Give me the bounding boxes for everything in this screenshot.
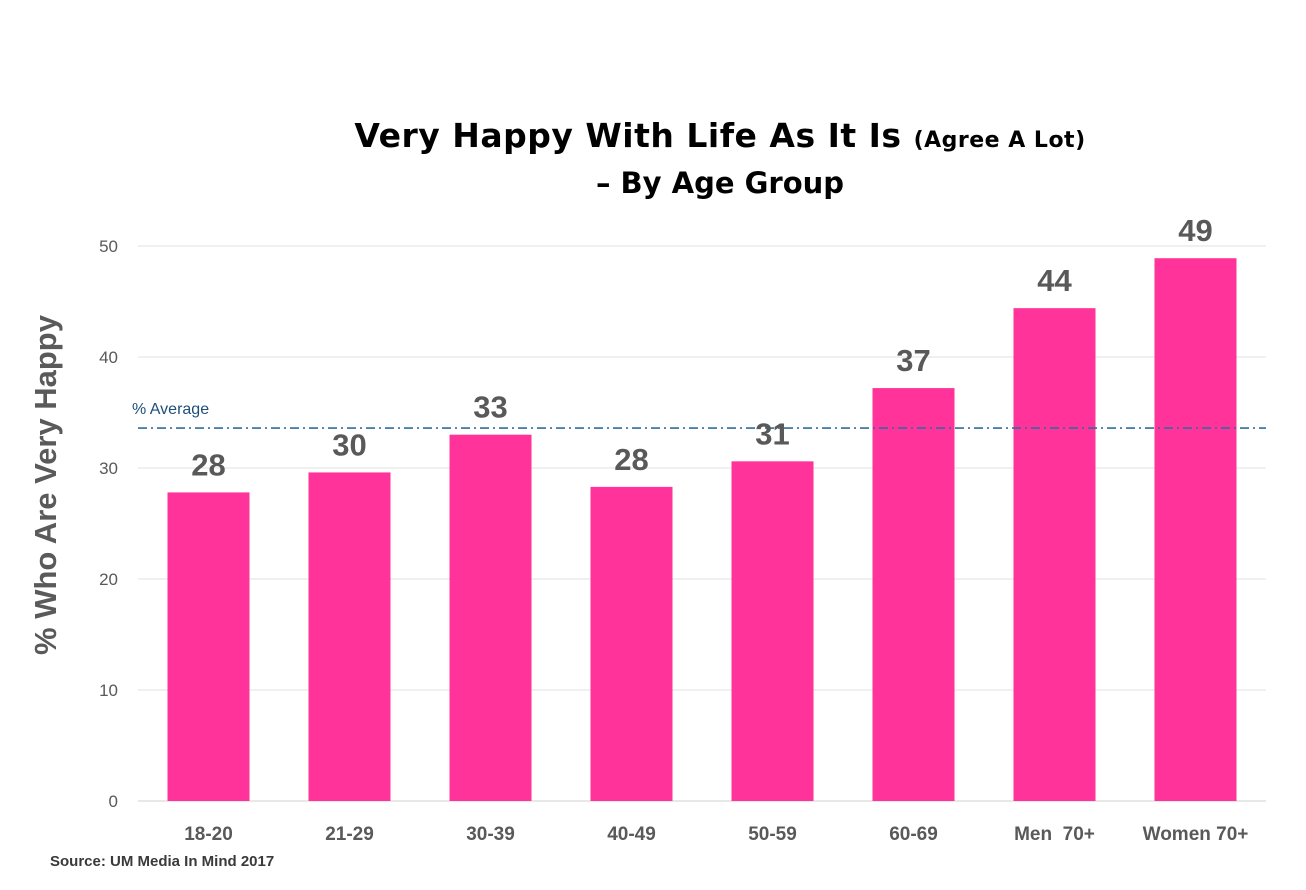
- y-axis-ticks: 0 10 20 30 40 50: [99, 237, 118, 811]
- y-tick-label: 50: [99, 237, 118, 256]
- bar: [167, 492, 250, 801]
- average-line-label: % Average: [132, 401, 209, 418]
- x-tick-label: 40-49: [607, 824, 656, 845]
- bar: [449, 434, 532, 801]
- chart-title: Very Happy With Life As It Is (Agree A L…: [0, 116, 1306, 155]
- y-tick-label: 40: [99, 348, 118, 367]
- source-note: Source: UM Media In Mind 2017: [50, 853, 275, 870]
- x-tick-label: 60-69: [889, 824, 938, 845]
- bars: [167, 258, 1237, 802]
- chart-title-qualifier: (Agree A Lot): [913, 128, 1086, 153]
- bar: [731, 461, 814, 801]
- x-tick-label: 18-20: [184, 824, 233, 845]
- data-label: 28: [191, 447, 225, 482]
- data-label: 31: [755, 416, 789, 451]
- gridlines: [138, 245, 1266, 802]
- y-tick-label: 30: [99, 459, 118, 478]
- data-label: 49: [1178, 213, 1212, 248]
- y-tick-label: 0: [109, 792, 118, 811]
- chart-title-main: Very Happy With Life As It Is: [354, 116, 902, 155]
- bar: [1154, 258, 1237, 802]
- bar: [872, 388, 955, 801]
- y-axis-label: % Who Are Very Happy: [28, 314, 63, 655]
- x-tick-label: Women 70+: [1143, 824, 1249, 845]
- data-label: 30: [332, 427, 366, 462]
- bar: [590, 486, 673, 801]
- x-tick-label: 21-29: [325, 824, 374, 845]
- chart-subtitle: – By Age Group: [595, 166, 845, 200]
- x-tick-label: 50-59: [748, 824, 797, 845]
- bar: [1013, 308, 1096, 801]
- bar: [308, 472, 391, 801]
- data-label: 33: [473, 390, 507, 425]
- data-label: 44: [1037, 263, 1072, 298]
- data-label: 28: [614, 442, 648, 477]
- x-tick-label: 30-39: [466, 824, 515, 845]
- y-tick-label: 10: [99, 681, 118, 700]
- y-tick-label: 20: [99, 570, 118, 589]
- x-axis-ticks: 18-20 21-29 30-39 40-49 50-59 60-69 Men 70+ Wom…: [184, 824, 1248, 845]
- data-labels: 28 30 33 28 31 37 44 49: [191, 213, 1212, 482]
- average-line-group: % Average: [132, 401, 1266, 429]
- x-tick-label: Men 70+: [1014, 824, 1095, 845]
- data-label: 37: [896, 343, 930, 378]
